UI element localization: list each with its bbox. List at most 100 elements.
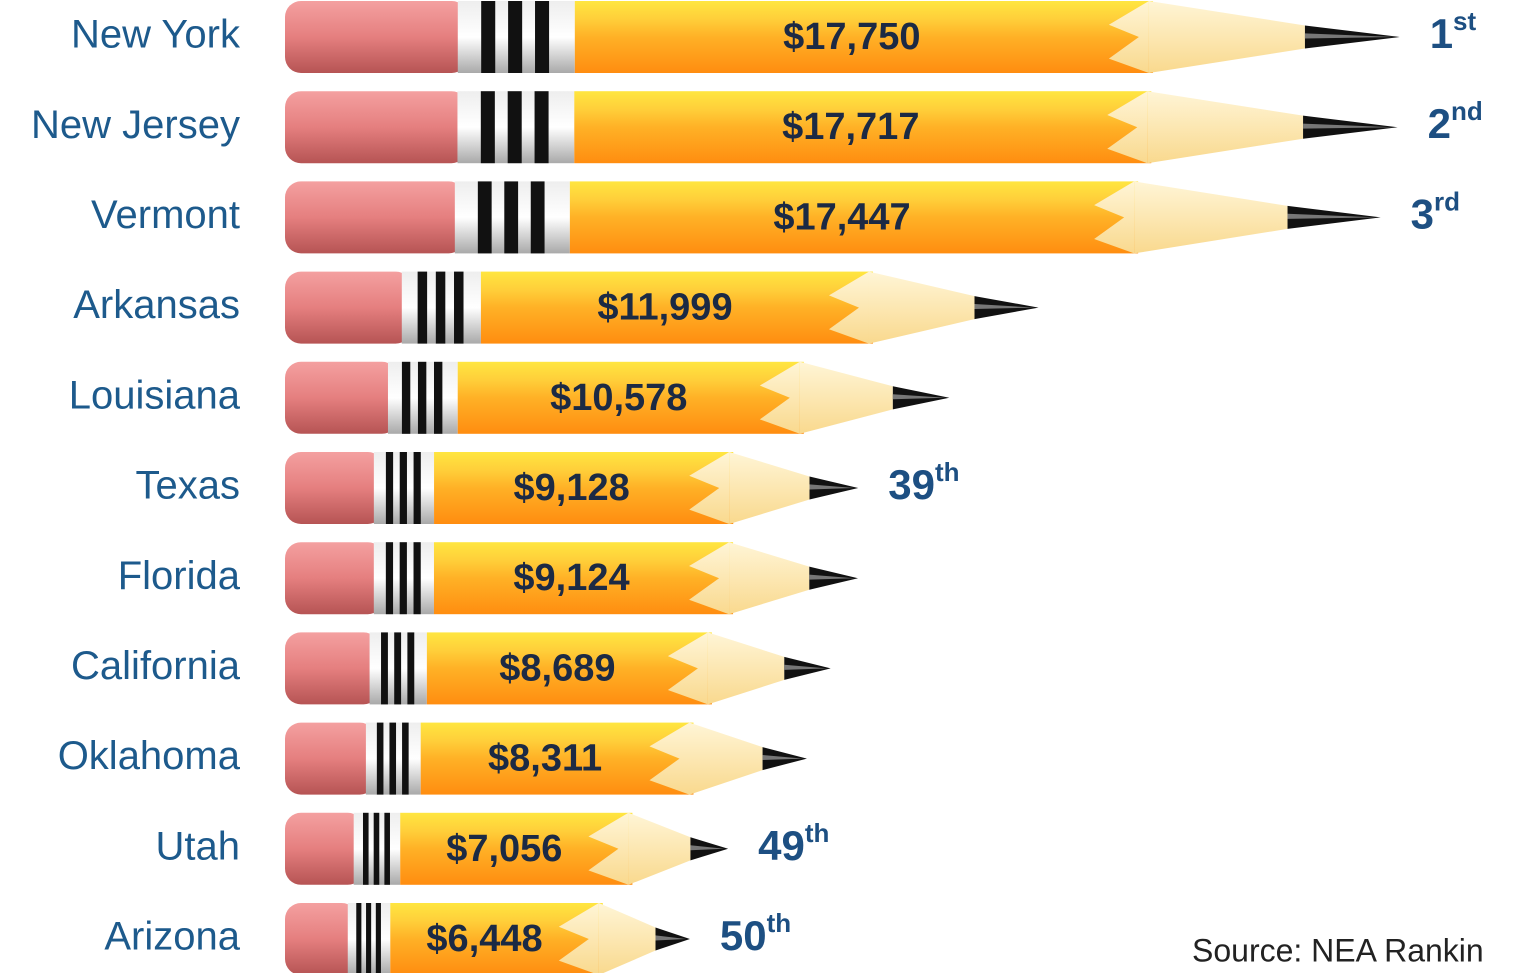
value-label: $17,750 (783, 16, 920, 58)
category-label: New York (71, 13, 241, 57)
eraser (285, 452, 384, 524)
wood-cone (628, 812, 691, 885)
pencil-bar (285, 91, 1398, 164)
pencil-bar (285, 1, 1400, 73)
pencil-body (480, 271, 873, 344)
eraser (285, 812, 364, 885)
wood-cone (729, 452, 810, 524)
pencil-body (569, 181, 1139, 254)
wood-edge (1094, 181, 1135, 254)
ferrule-stripe (417, 271, 428, 344)
ferrule-stripe (402, 722, 409, 795)
lead-shine (892, 394, 946, 400)
ferrule-stripe (417, 361, 427, 434)
wood-edge (828, 271, 869, 344)
value-label: $10,578 (550, 377, 687, 419)
ferrule-stripe (534, 91, 549, 164)
wood-cone (799, 361, 893, 434)
ferrule-stripe (413, 542, 421, 615)
ferrule-stripe (389, 722, 397, 795)
wood-edge (558, 903, 599, 973)
pencil-bar (285, 632, 831, 705)
eraser (285, 542, 384, 615)
pencil-body (457, 361, 804, 434)
lead-shine (1303, 123, 1394, 129)
category-label: Arizona (104, 915, 240, 959)
ferrule-stripe (407, 632, 415, 705)
lead-shine (1287, 213, 1377, 219)
wood-cone (689, 722, 763, 795)
ferrule-stripe (399, 542, 407, 615)
wood-edge (759, 361, 800, 434)
eraser (285, 271, 412, 344)
eraser (285, 632, 380, 705)
wood-cone (868, 271, 975, 344)
value-label: $9,128 (514, 467, 630, 509)
ferrule-stripe (373, 812, 380, 885)
lead-shine (762, 755, 803, 761)
pencil-body (420, 722, 694, 795)
ferrule-stripe (394, 632, 402, 705)
wood-cone (1134, 181, 1288, 254)
value-label: $11,999 (597, 287, 732, 329)
ferrule-stripe (401, 361, 411, 434)
pencil-body (433, 542, 734, 615)
ferrule-stripe (454, 271, 464, 344)
value-label: $17,447 (773, 196, 910, 238)
wood-cone (1148, 1, 1305, 73)
ferrule-stripe (508, 1, 523, 73)
source: Source: NEA Rankin (1192, 932, 1484, 968)
ferrule-stripe (356, 903, 362, 973)
rank-label: 1st (1430, 6, 1477, 57)
value-label: $17,717 (782, 106, 919, 148)
ferrule-stripe (384, 812, 390, 885)
rank-label: 39th (888, 457, 959, 508)
pencil-bar (285, 452, 859, 524)
category-label: Utah (156, 824, 241, 868)
eraser (285, 722, 376, 795)
ferrule-stripe (381, 632, 388, 705)
category-label: Arkansas (73, 283, 240, 327)
ferrule-stripe (366, 903, 372, 973)
category-label: Oklahoma (58, 734, 241, 778)
eraser (285, 91, 468, 164)
pencil-bar (285, 271, 1039, 344)
lead-shine (974, 304, 1035, 310)
rank-label: 49th (758, 818, 829, 869)
pencil-bar (285, 722, 807, 795)
wood-edge (1107, 91, 1148, 164)
ferrule-stripe (481, 1, 496, 73)
ferrule-stripe (362, 812, 369, 885)
value-label: $7,056 (446, 828, 562, 870)
wood-edge (689, 542, 730, 615)
ferrule-stripe (535, 1, 550, 73)
category-label: Vermont (91, 193, 240, 237)
category-label: Texas (136, 464, 241, 508)
eraser (285, 903, 358, 973)
ferrule-stripe (480, 91, 495, 164)
pencil-bar (285, 812, 729, 885)
wood-edge (588, 812, 629, 885)
ferrule-stripe (376, 722, 384, 795)
ferrule-stripe (413, 452, 421, 524)
wood-edge (667, 632, 708, 705)
wood-cone (1147, 91, 1304, 164)
lead-shine (809, 574, 854, 580)
wood-cone (707, 632, 785, 705)
ferrule-stripe (507, 91, 522, 164)
ferrule-stripe (435, 271, 446, 344)
pencil-bar (285, 181, 1381, 254)
lead-shine (655, 935, 686, 941)
eraser (285, 361, 398, 434)
wood-cone (598, 903, 656, 973)
lead-shine (690, 845, 725, 851)
lead-shine (809, 484, 855, 490)
pencil-bar (285, 903, 690, 973)
rank-label: 2nd (1428, 96, 1483, 147)
value-label: $8,689 (499, 647, 615, 689)
value-label: $8,311 (488, 738, 602, 780)
ferrule-stripe (399, 452, 407, 524)
ferrule-stripe (385, 542, 394, 615)
eraser (285, 181, 465, 254)
